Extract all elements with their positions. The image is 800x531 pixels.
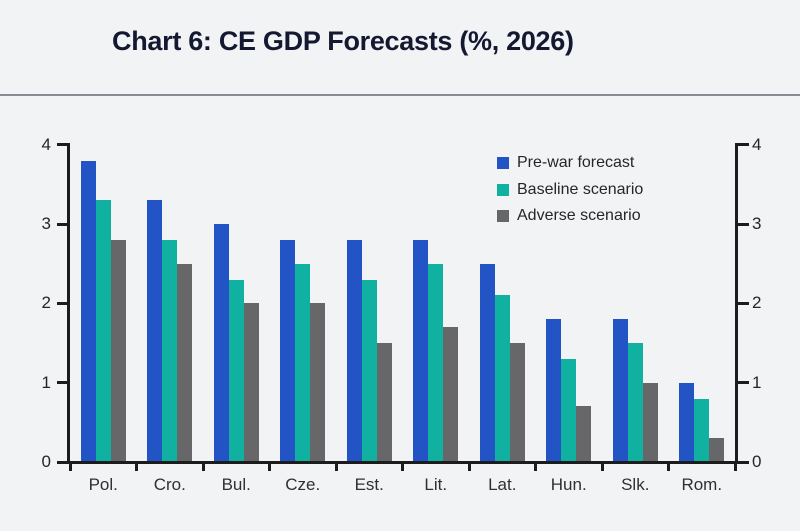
bar-adverse-scenario-pol xyxy=(110,239,126,462)
x-axis-tick-6 xyxy=(467,463,471,471)
y-axis-left-tick-1 xyxy=(56,381,70,385)
bar-pre-war-forecast-cro xyxy=(147,200,163,462)
category-label-pol: Pol. xyxy=(88,475,118,494)
y-axis-right-tick-3 xyxy=(735,222,749,226)
y-axis-left-tick-4 xyxy=(56,143,70,147)
legend-item-baseline-scenario: Baseline scenario xyxy=(497,176,643,202)
category-label-lit: Lit. xyxy=(424,475,448,494)
category-label-cro: Cro. xyxy=(153,475,186,494)
bar-adverse-scenario-rom xyxy=(709,438,725,462)
x-axis-tick-10 xyxy=(733,463,737,471)
y-axis-right-label-2: 2 xyxy=(752,293,762,313)
bar-baseline-scenario-hun xyxy=(561,358,577,462)
y-axis-left-label-2: 2 xyxy=(41,293,51,313)
bar-adverse-scenario-est xyxy=(376,343,392,462)
y-axis-left-tick-3 xyxy=(56,222,70,226)
bar-adverse-scenario-lit xyxy=(443,327,459,462)
chart-title: Chart 6: CE GDP Forecasts (%, 2026) xyxy=(112,26,574,56)
legend-label-baseline-scenario: Baseline scenario xyxy=(517,180,644,198)
bar-adverse-scenario-lat xyxy=(509,343,525,462)
bar-baseline-scenario-cze xyxy=(295,263,311,462)
category-label-slk: Slk. xyxy=(621,475,650,494)
chart-legend: Pre-war forecast Baseline scenario Adverse… xyxy=(497,150,643,229)
legend-item-adverse-scenario: Adverse scenario xyxy=(497,203,643,229)
bar-baseline-scenario-rom xyxy=(694,398,710,462)
y-axis-left-label-4: 4 xyxy=(41,134,51,154)
y-axis-right xyxy=(735,143,738,464)
legend-label-pre-war-forecast: Pre-war forecast xyxy=(517,154,635,172)
category-label-hun: Hun. xyxy=(550,475,587,494)
x-axis-tick-7 xyxy=(534,463,537,471)
bar-adverse-scenario-bul xyxy=(243,303,259,462)
category-label-est: Est. xyxy=(354,475,384,494)
bar-baseline-scenario-lit xyxy=(428,263,444,462)
bar-pre-war-forecast-hun xyxy=(546,319,562,462)
x-axis-tick-0 xyxy=(68,463,72,471)
y-axis-right-label-1: 1 xyxy=(752,372,762,392)
bar-pre-war-forecast-lit xyxy=(413,239,429,462)
legend-swatch-baseline-scenario xyxy=(497,183,509,196)
bar-adverse-scenario-cze xyxy=(310,303,326,462)
x-axis-tick-2 xyxy=(201,463,205,471)
bar-baseline-scenario-cro xyxy=(162,239,178,462)
x-axis-tick-3 xyxy=(268,463,271,471)
legend-swatch-pre-war-forecast xyxy=(497,157,509,170)
bar-adverse-scenario-hun xyxy=(576,406,592,462)
bar-adverse-scenario-slk xyxy=(642,382,658,462)
category-label-bul: Bul. xyxy=(221,475,251,494)
y-axis-left-tick-2 xyxy=(56,301,70,305)
y-axis-left-label-1: 1 xyxy=(41,372,51,392)
y-axis-right-label-0: 0 xyxy=(752,452,762,471)
legend-label-adverse-scenario: Adverse scenario xyxy=(517,206,641,224)
y-axis-right-label-3: 3 xyxy=(752,214,762,234)
bar-pre-war-forecast-bul xyxy=(213,224,229,462)
bar-adverse-scenario-cro xyxy=(177,263,193,462)
legend-swatch-adverse-scenario xyxy=(497,209,509,222)
bar-baseline-scenario-est xyxy=(361,279,377,462)
y-axis-right-label-4: 4 xyxy=(752,134,762,154)
y-axis-left-label-0: 0 xyxy=(41,452,51,471)
y-axis-left xyxy=(67,143,70,464)
bar-baseline-scenario-bul xyxy=(228,279,244,462)
y-axis-right-tick-2 xyxy=(735,301,749,305)
category-label-cze: Cze. xyxy=(285,475,321,494)
x-axis-tick-4 xyxy=(334,463,338,471)
x-axis-tick-5 xyxy=(401,463,404,471)
bar-baseline-scenario-pol xyxy=(95,200,111,462)
bar-pre-war-forecast-est xyxy=(346,239,362,462)
x-axis-tick-9 xyxy=(667,463,670,471)
bar-baseline-scenario-slk xyxy=(627,343,643,462)
x-axis xyxy=(56,460,749,464)
y-axis-left-label-3: 3 xyxy=(41,214,51,234)
y-axis-right-tick-1 xyxy=(735,381,749,385)
bar-pre-war-forecast-lat xyxy=(479,263,495,462)
x-axis-tick-8 xyxy=(600,463,604,471)
y-axis-right-tick-4 xyxy=(735,143,749,147)
category-label-lat: Lat. xyxy=(488,475,517,494)
header-divider xyxy=(0,94,800,96)
bar-pre-war-forecast-slk xyxy=(612,319,628,462)
bar-pre-war-forecast-cze xyxy=(280,239,296,462)
bar-pre-war-forecast-pol xyxy=(80,160,96,462)
legend-item-pre-war-forecast: Pre-war forecast xyxy=(497,150,643,176)
category-label-rom: Rom. xyxy=(681,475,723,494)
bar-baseline-scenario-lat xyxy=(494,295,510,462)
bar-pre-war-forecast-rom xyxy=(679,382,695,462)
x-axis-tick-1 xyxy=(135,463,138,471)
